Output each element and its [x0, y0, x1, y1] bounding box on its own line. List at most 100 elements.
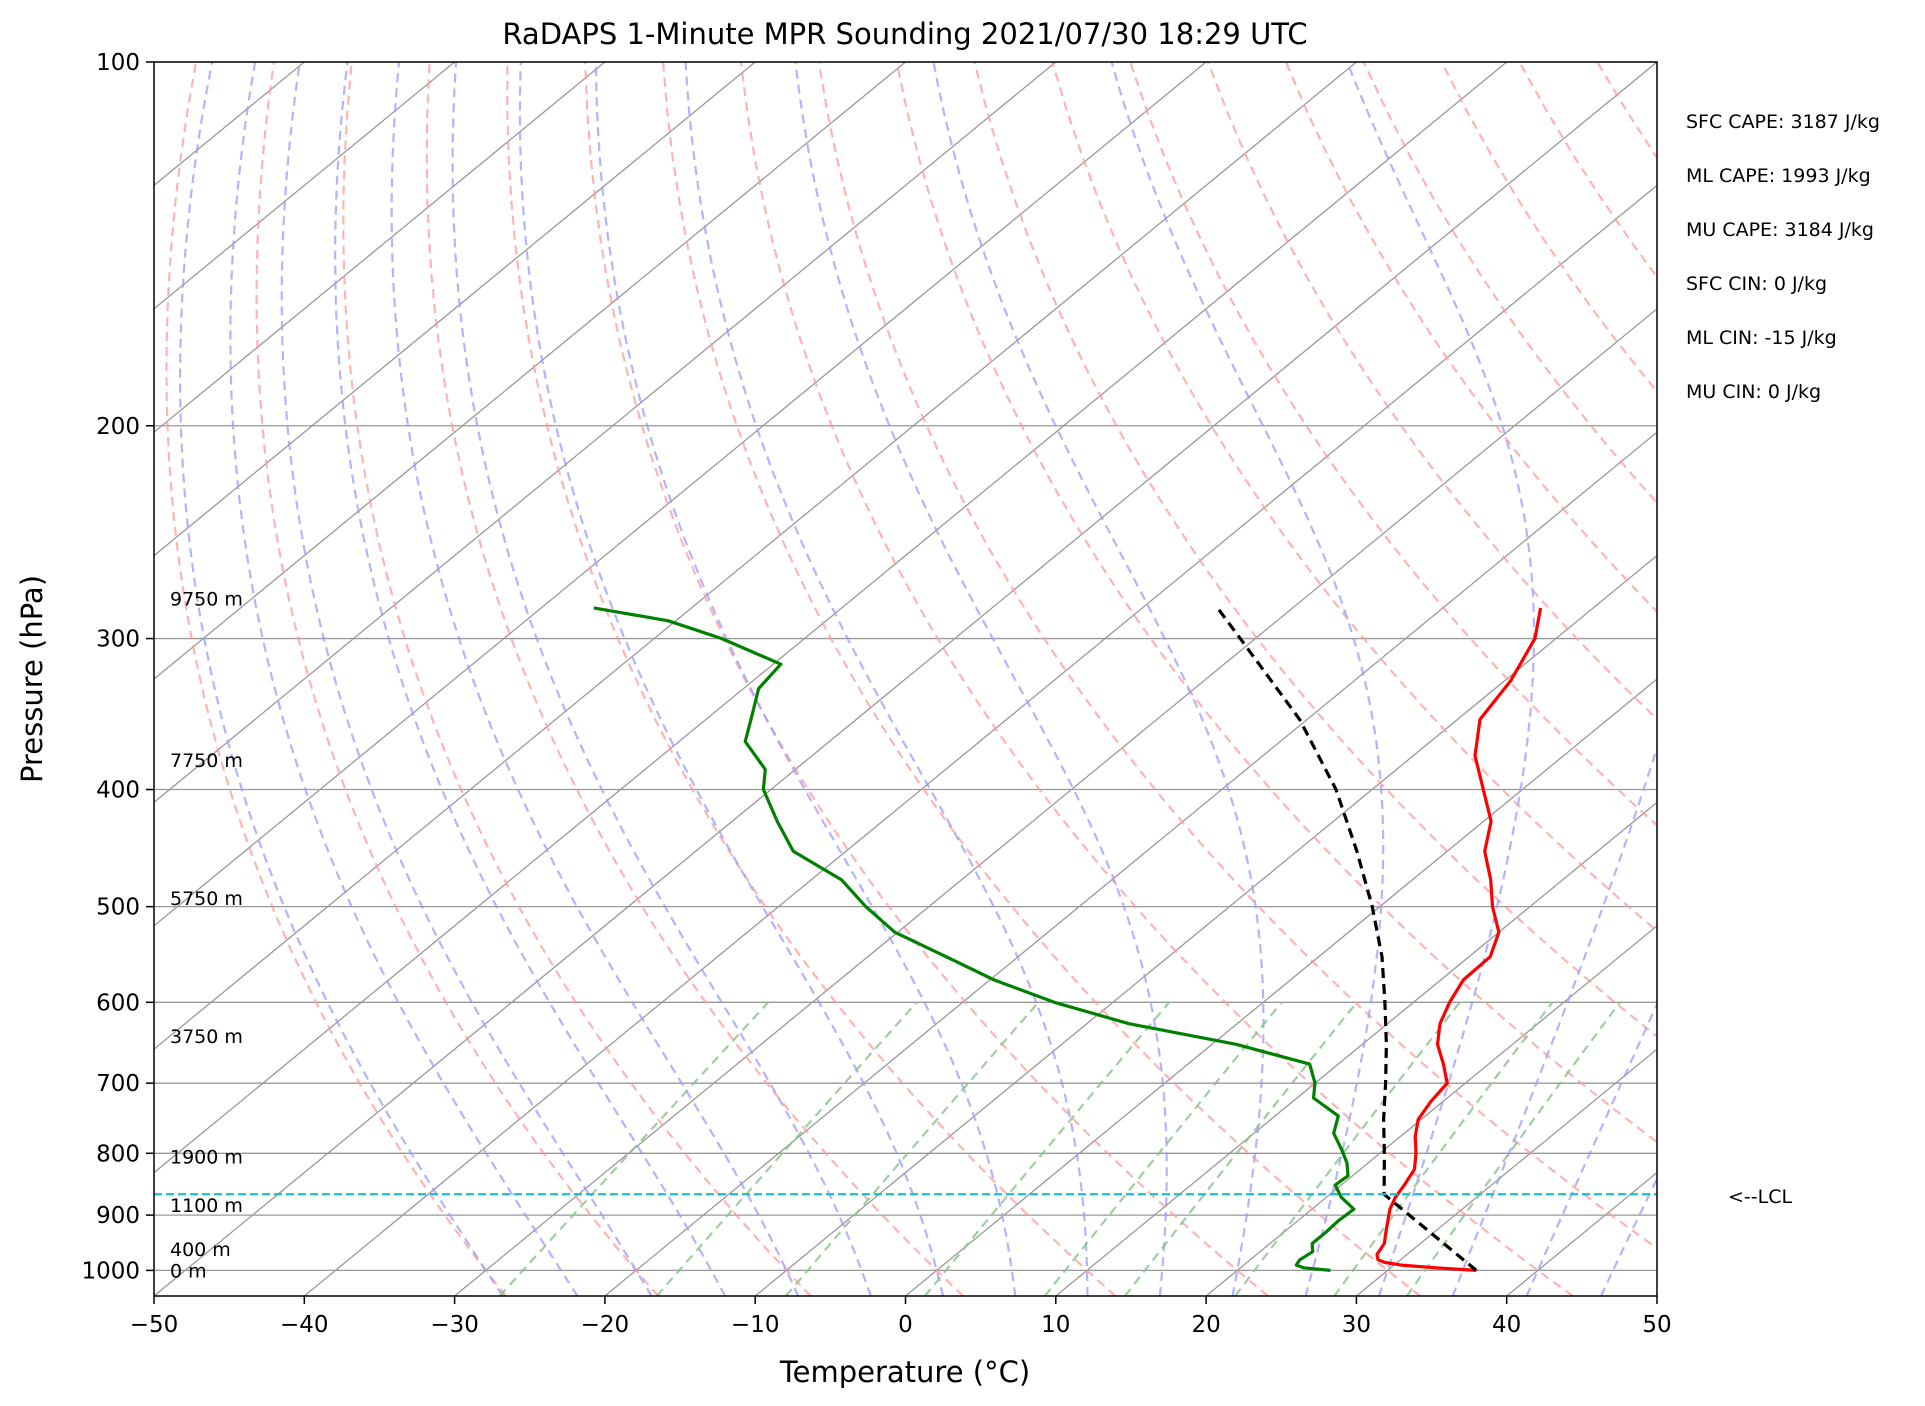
- annotation-box: SFC CAPE: 3187 J/kg ML CAPE: 1993 J/kg MU …: [1686, 111, 1880, 403]
- x-tick-label: 40: [1492, 1312, 1521, 1338]
- mixing-ratio-line: [1234, 1001, 1461, 1296]
- x-axis-label: Temperature (°C): [779, 1355, 1030, 1389]
- dry-adiabat-line: [1440, 62, 1657, 394]
- dry-adiabat-line: [662, 62, 1422, 1296]
- mixing-ratio-line: [655, 1001, 918, 1296]
- y-tick-label: 800: [96, 1141, 140, 1167]
- isotherm-line: [754, 554, 1657, 1296]
- y-axis: 100 200 300 400 500 600 700 800 900 1000: [81, 50, 154, 1284]
- y-tick-label: 900: [96, 1203, 140, 1229]
- x-tick-label: −40: [280, 1312, 329, 1338]
- dry-adiabat-line: [1284, 62, 1657, 614]
- dry-adiabat-line: [1129, 62, 1657, 827]
- isotherm-line: [154, 62, 1357, 1051]
- mixing-ratio-line: [1043, 1001, 1283, 1296]
- x-tick-label: −20: [581, 1312, 630, 1338]
- annotation-text: ML CAPE: 1993 J/kg: [1686, 165, 1871, 187]
- isotherm-line: [1656, 1295, 1657, 1296]
- height-label: 9750 m: [170, 589, 243, 611]
- y-tick-label: 200: [96, 414, 140, 440]
- isotherm-line: [154, 62, 756, 557]
- moist-adiabat-line: [684, 62, 1089, 1296]
- mixing-ratio-line: [785, 1001, 1040, 1296]
- height-label: 1900 m: [170, 1147, 243, 1169]
- y-tick-label: 600: [96, 990, 140, 1016]
- moist-adiabat-line: [229, 62, 579, 1296]
- moist-adiabat-line: [932, 62, 1265, 1296]
- isotherm-line: [1205, 924, 1657, 1296]
- isotherm-line: [1355, 1048, 1657, 1296]
- moist-adiabat-line: [1346, 62, 1536, 1296]
- parcel-line: [1216, 606, 1478, 1272]
- moist-adiabat-line: [179, 62, 504, 1296]
- temperature-line: [1375, 607, 1543, 1272]
- dry-adiabat-line: [1518, 62, 1657, 279]
- y-tick-label: 400: [96, 778, 140, 804]
- y-tick-label: 100: [96, 50, 140, 76]
- chart-title: RaDAPS 1-Minute MPR Sounding 2021/07/30 …: [502, 17, 1307, 51]
- dry-adiabat-line: [584, 62, 1269, 1296]
- isotherm-lines: [0, 62, 1925, 1296]
- dewpoint-line: [593, 606, 1356, 1272]
- annotation-text: MU CAPE: 3184 J/kg: [1686, 219, 1874, 241]
- isotherm-line: [454, 307, 1657, 1296]
- moist-adiabat-line: [280, 62, 653, 1296]
- isotherm-line: [154, 62, 606, 434]
- dry-adiabat-line: [1675, 62, 1925, 1296]
- x-tick-label: −50: [130, 1312, 179, 1338]
- moist-adiabat-line: [518, 62, 945, 1296]
- y-tick-label: 500: [96, 895, 140, 921]
- isotherm-line: [0, 62, 4, 1296]
- moist-adiabat-line: [1110, 62, 1385, 1296]
- x-tick-label: 50: [1642, 1312, 1671, 1338]
- isotherm-line: [905, 678, 1657, 1296]
- moist-adiabat-line: [1525, 1001, 1657, 1296]
- isotherm-line: [154, 62, 1207, 927]
- height-label: 400 m: [170, 1239, 231, 1261]
- mixing-ratio-line: [1124, 1001, 1358, 1296]
- isotherm-line: [604, 431, 1657, 1296]
- dry-adiabat-line: [165, 62, 507, 1296]
- dry-adiabat-line: [895, 62, 1657, 1144]
- plot-area: [0, 62, 1925, 1296]
- isotherm-line: [1807, 62, 1925, 1296]
- annotation-text: SFC CIN: 0 J/kg: [1686, 273, 1827, 295]
- dry-adiabat-line: [342, 62, 812, 1296]
- dry-adiabat-line: [1362, 62, 1657, 505]
- moist-adiabat-line: [451, 62, 872, 1296]
- height-label: 1100 m: [170, 1195, 243, 1217]
- moist-adiabat-line: [390, 62, 800, 1296]
- dry-adiabat-line: [1596, 62, 1657, 160]
- isotherm-line: [1055, 801, 1657, 1296]
- x-axis: −50 −40 −30 −20 −10 0 10 20 30 40 50: [130, 1296, 1672, 1338]
- dry-adiabat-line: [1206, 62, 1657, 721]
- height-label: 3750 m: [170, 1026, 243, 1048]
- annotation-text: ML CIN: -15 J/kg: [1686, 327, 1837, 349]
- dry-adiabat-line: [973, 62, 1657, 1038]
- y-tick-label: 300: [96, 627, 140, 653]
- y-tick-label: 1000: [81, 1258, 140, 1284]
- dry-adiabat-line: [739, 62, 1574, 1296]
- y-axis-label: Pressure (hPa): [15, 575, 49, 783]
- x-tick-label: −10: [731, 1312, 780, 1338]
- mixing-ratio-line: [924, 1001, 1170, 1296]
- annotation-text: SFC CAPE: 3187 J/kg: [1686, 111, 1880, 133]
- mixing-ratio-line: [1405, 1001, 1621, 1296]
- moist-adiabat-line: [1600, 1176, 1657, 1296]
- isobar-lines: [154, 62, 1657, 1272]
- moist-adiabat-line: [794, 62, 1168, 1296]
- isotherm-line: [303, 184, 1657, 1296]
- height-label: 7750 m: [170, 750, 243, 772]
- isotherm-line: [154, 62, 906, 680]
- moist-adiabat-line: [1451, 62, 1657, 1296]
- dry-adiabat-line: [506, 62, 1117, 1296]
- height-label: 0 m: [170, 1260, 207, 1282]
- height-label: 5750 m: [170, 888, 243, 910]
- moist-adiabat-line: [334, 62, 727, 1296]
- mixing-ratio-line: [1333, 1001, 1554, 1296]
- isotherm-line: [154, 62, 456, 310]
- dry-adiabat-lines: [165, 62, 1925, 1296]
- series-lines: [593, 606, 1543, 1272]
